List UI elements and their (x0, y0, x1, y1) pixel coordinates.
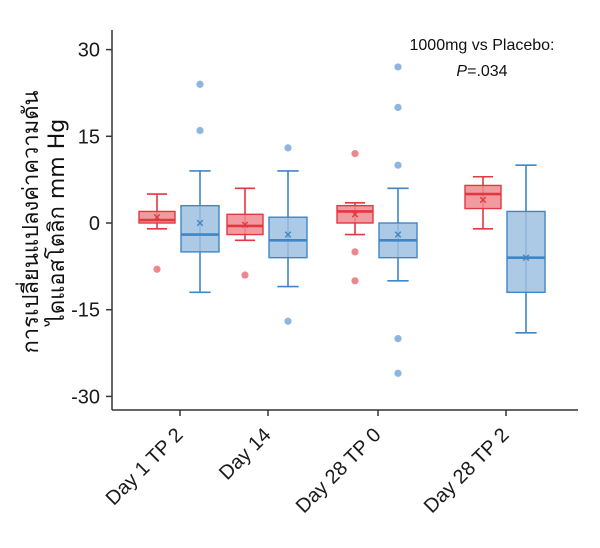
box (180, 204, 220, 253)
red-box-group (336, 150, 374, 285)
outlier-point (394, 103, 402, 111)
x-tick-label: Day 28 TP 0 (292, 424, 386, 518)
annotation-p-symbol: P (456, 63, 467, 80)
outlier-point (351, 248, 359, 256)
red-box-group (138, 193, 176, 273)
blue-series (180, 63, 546, 377)
mean-marker (479, 196, 487, 204)
x-tick-label: Day 1 TP 2 (102, 424, 188, 510)
annotation-p-value: P=.034 (456, 63, 507, 80)
outlier-point (394, 369, 402, 377)
y-tick-label: 15 (78, 126, 100, 148)
blue-box-group (506, 164, 546, 334)
outlier-point (241, 271, 249, 279)
blue-box-group (378, 63, 418, 377)
mean-marker (351, 211, 359, 218)
y-tick-label: 30 (78, 40, 100, 62)
plot-area (138, 63, 546, 377)
outlier-point (351, 150, 359, 158)
outlier-point (284, 317, 292, 325)
mean-marker (196, 219, 204, 227)
y-tick-label: -15 (71, 300, 100, 322)
box (268, 216, 308, 259)
blue-box-group (180, 80, 220, 294)
red-box-group (464, 175, 502, 230)
mean-marker (241, 221, 249, 229)
mean-marker (394, 231, 402, 238)
y-tick-label: 0 (89, 213, 100, 235)
outlier-point (284, 144, 292, 152)
y-axis-title-line-1: การเปลี่ยนแปลงค่าความดัน (15, 90, 44, 353)
outlier-point (394, 63, 402, 71)
mean-marker (284, 231, 292, 238)
x-tick-label: Day 14 (215, 424, 275, 484)
outlier-point (394, 161, 402, 169)
red-series (138, 150, 502, 285)
annotation-p-number: =.034 (467, 63, 508, 80)
red-box-group (226, 187, 264, 279)
y-axis-title: การเปลี่ยนแปลงค่าความดัน ไดแอสโตลิก mm H… (15, 90, 70, 353)
box (506, 210, 546, 294)
box (464, 184, 502, 210)
annotation-comparison: 1000mg vs Placebo: (410, 37, 555, 54)
x-tick-label: Day 28 TP 2 (420, 424, 514, 518)
outlier-point (196, 126, 204, 135)
y-axis-title-line-2: ไดแอสโตลิก mm Hg (44, 119, 70, 327)
outlier-point (153, 265, 161, 273)
outlier-point (351, 277, 359, 285)
blue-box-group (268, 144, 308, 325)
y-tick-label: -30 (71, 386, 100, 408)
mean-marker (522, 254, 530, 261)
mean-marker (153, 213, 161, 221)
outlier-point (196, 80, 204, 88)
significance-annotation: 1000mg vs Placebo: P=.034 (410, 37, 555, 80)
outlier-point (394, 335, 402, 343)
